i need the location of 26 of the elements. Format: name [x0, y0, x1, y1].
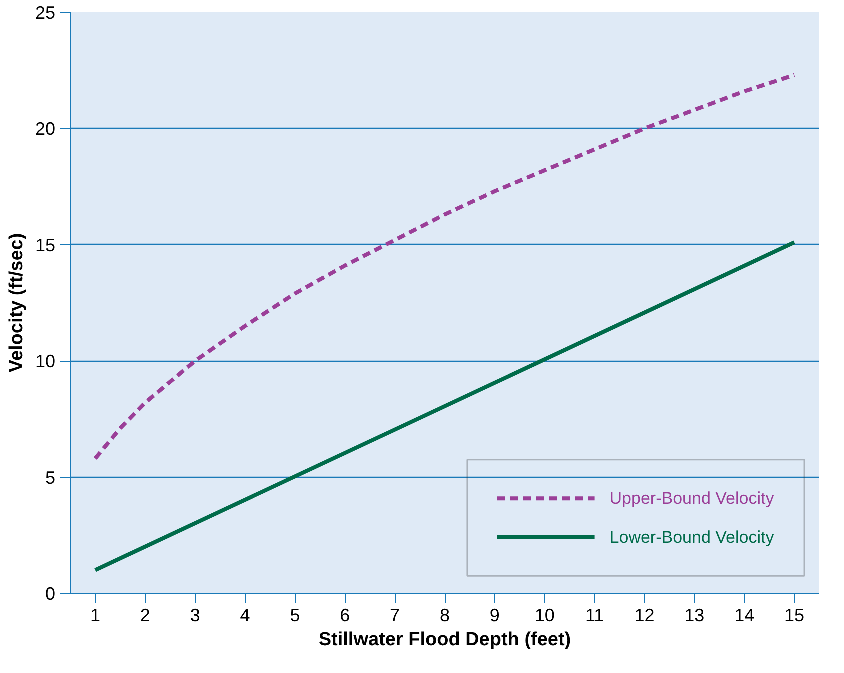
x-tick-label: 4	[240, 606, 250, 626]
y-tick-label: 5	[45, 468, 56, 488]
text: Lower-Bound Velocity	[610, 528, 775, 547]
line-series	[93, 73, 797, 461]
x-tick-label: 13	[684, 606, 705, 626]
y-tick-label: 15	[35, 235, 56, 256]
x-tick-label: 5	[290, 606, 300, 626]
x-tick-label: 11	[585, 606, 604, 626]
x-tick-label: 10	[534, 606, 555, 626]
y-axis-title: Velocity (ft/sec)	[6, 233, 28, 373]
x-tick-label: 7	[390, 606, 400, 626]
y-tick-label: 25	[35, 3, 56, 23]
x-tick-label: 8	[440, 606, 450, 626]
y-tick-label: 20	[35, 119, 56, 140]
x-tick-label: 6	[340, 606, 350, 626]
x-tick-label: 12	[634, 606, 655, 626]
text: Upper-Bound Velocity	[610, 489, 775, 508]
x-tick-label: 3	[190, 606, 200, 626]
y-tick-label: 10	[35, 352, 56, 372]
x-tick-label: 14	[734, 606, 755, 626]
x-tick-label: 1	[90, 606, 100, 626]
x-tick-label: 15	[784, 606, 805, 626]
x-tick-label: 2	[140, 606, 150, 626]
y-tick-label: 0	[45, 584, 56, 604]
x-tick-label: 9	[490, 606, 500, 626]
x-axis-title: Stillwater Flood Depth (feet)	[318, 630, 572, 650]
